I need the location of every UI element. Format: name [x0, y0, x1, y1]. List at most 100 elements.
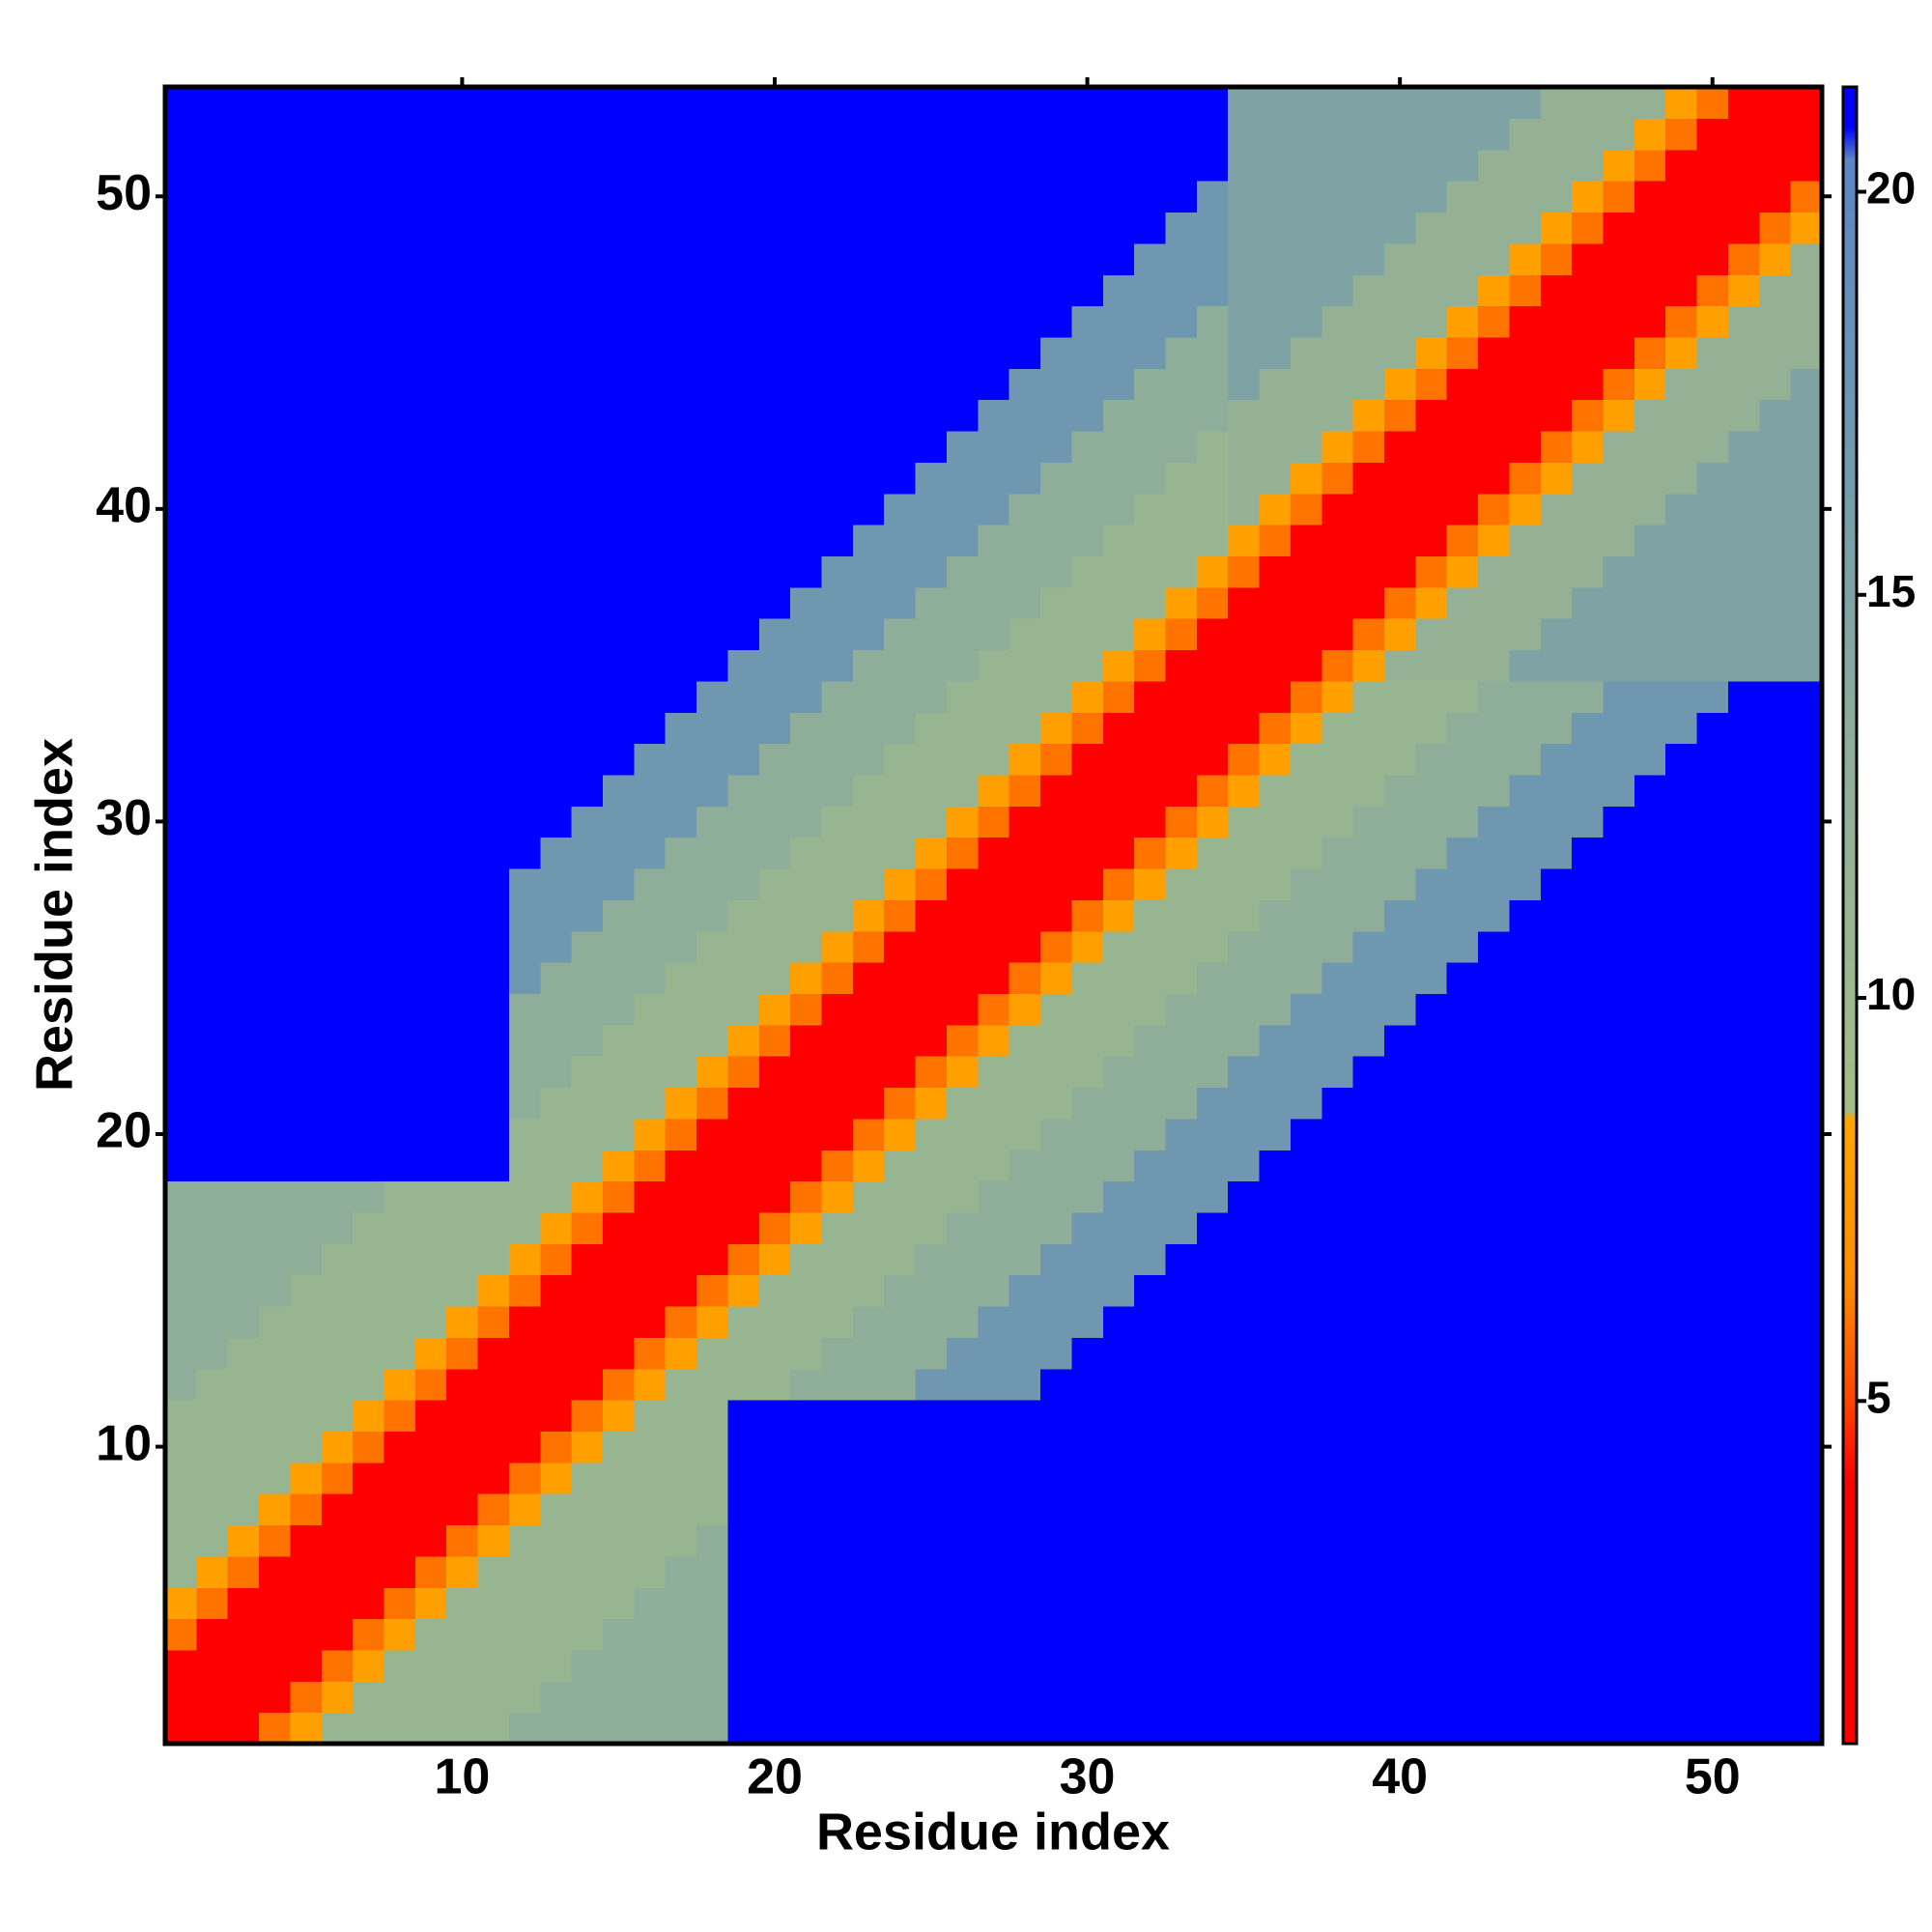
- cell: [384, 1211, 416, 1244]
- cell: [508, 368, 541, 401]
- cell: [1196, 1274, 1229, 1307]
- cell: [1727, 399, 1760, 432]
- cell: [353, 118, 385, 151]
- cell: [1134, 962, 1167, 994]
- cell: [696, 1649, 729, 1682]
- cell: [1696, 1211, 1729, 1244]
- cell: [414, 1180, 447, 1213]
- cell: [852, 1493, 885, 1526]
- cell: [821, 1649, 854, 1682]
- cell: [1478, 1024, 1511, 1057]
- cell: [1228, 1211, 1261, 1244]
- cell: [1134, 1118, 1167, 1151]
- cell: [1290, 586, 1322, 619]
- cell: [1165, 867, 1198, 900]
- cell: [1352, 1462, 1385, 1494]
- cell: [1196, 993, 1229, 1026]
- cell: [946, 493, 979, 526]
- cell: [1572, 87, 1605, 119]
- cell: [1572, 1087, 1605, 1120]
- cell: [1290, 1056, 1322, 1089]
- cell: [540, 649, 573, 682]
- cell: [790, 368, 823, 401]
- cell: [1634, 899, 1666, 932]
- cell: [634, 1618, 667, 1651]
- cell: [1009, 1681, 1041, 1714]
- cell: [1040, 399, 1072, 432]
- cell: [1509, 1150, 1542, 1182]
- cell: [696, 118, 729, 151]
- cell: [1040, 837, 1072, 869]
- cell: [665, 1118, 697, 1151]
- cell: [1572, 1431, 1605, 1463]
- cell: [540, 1712, 573, 1745]
- cell: [1665, 1524, 1698, 1557]
- cell: [758, 399, 791, 432]
- cell: [446, 118, 479, 151]
- cell: [1009, 1555, 1041, 1588]
- cell: [884, 680, 917, 713]
- cell: [1352, 712, 1385, 745]
- cell: [1540, 1211, 1573, 1244]
- cell: [1790, 1305, 1823, 1338]
- cell: [978, 242, 1010, 275]
- cell: [227, 806, 260, 838]
- cell: [1790, 1712, 1823, 1745]
- cell: [165, 1118, 197, 1151]
- cell: [1259, 586, 1292, 619]
- cell: [665, 1524, 697, 1557]
- cell: [665, 1649, 697, 1682]
- cell: [821, 274, 854, 307]
- cell: [852, 962, 885, 994]
- cell: [1383, 618, 1416, 651]
- cell: [1415, 930, 1448, 963]
- cell: [1040, 1555, 1072, 1588]
- cell: [1727, 586, 1760, 619]
- cell: [603, 1305, 635, 1338]
- cell: [946, 525, 979, 556]
- cell: [540, 899, 573, 932]
- cell: [1383, 87, 1416, 119]
- cell: [321, 806, 354, 838]
- cell: [571, 1368, 604, 1401]
- cell: [1727, 1524, 1760, 1557]
- cell: [946, 462, 979, 495]
- cell: [1665, 242, 1698, 275]
- cell: [540, 1180, 573, 1213]
- cell: [978, 618, 1010, 651]
- cell: [1040, 1649, 1072, 1682]
- cell: [1759, 493, 1792, 526]
- cell: [1572, 1211, 1605, 1244]
- cell: [727, 399, 760, 432]
- cell: [603, 1649, 635, 1682]
- cell: [384, 462, 416, 495]
- cell: [1196, 336, 1229, 369]
- cell: [1352, 1400, 1385, 1433]
- cell: [1196, 1150, 1229, 1182]
- cell: [477, 1712, 510, 1745]
- cell: [1509, 305, 1542, 338]
- cell: [1165, 462, 1198, 495]
- cell: [1727, 462, 1760, 495]
- cell: [946, 555, 979, 588]
- cell: [1196, 1681, 1229, 1714]
- cell: [665, 1305, 697, 1338]
- cell: [1383, 1118, 1416, 1151]
- cell: [1352, 586, 1385, 619]
- cell: [1134, 837, 1167, 869]
- cell: [1478, 149, 1511, 182]
- cell: [1134, 1180, 1167, 1213]
- cell: [1790, 399, 1823, 432]
- cell: [1696, 1368, 1729, 1401]
- cell: [1727, 1649, 1760, 1682]
- cell: [508, 1555, 541, 1588]
- cell: [1040, 867, 1072, 900]
- cell: [353, 1274, 385, 1307]
- cell: [946, 1493, 979, 1526]
- cell: [165, 1368, 197, 1401]
- cell: [821, 493, 854, 526]
- cell: [1009, 743, 1041, 776]
- cell: [1478, 962, 1511, 994]
- cell: [1540, 1618, 1573, 1651]
- cell: [1321, 1243, 1354, 1276]
